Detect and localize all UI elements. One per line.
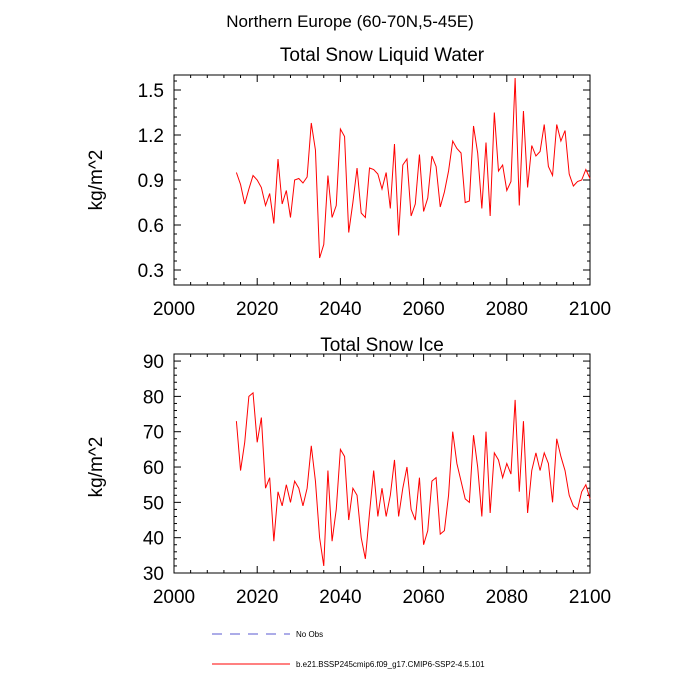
- panel-snow-ice: Total Snow Ice kg/m^2 2000 2020 2040 2060 20…: [86, 335, 611, 608]
- x-tick-label: 2020: [236, 587, 278, 608]
- legend-label-no-obs: No Obs: [296, 630, 323, 639]
- x-tick-label: 2060: [402, 299, 444, 320]
- data-series: [235, 77, 591, 259]
- y-tick-label: 0.3: [138, 261, 164, 282]
- plot-frame: [173, 353, 591, 574]
- y-tick-label: 0.9: [138, 171, 164, 192]
- legend-label-model-run: b.e21.BSSP245cmip6.f09_g17.CMIP6-SSP2-4.…: [296, 660, 485, 669]
- x-tick-label: 2080: [486, 299, 528, 320]
- x-tick-label: 2100: [569, 299, 611, 320]
- y-tick-label: 50: [143, 493, 164, 514]
- y-tick-label: 60: [143, 458, 164, 479]
- x-tick-label: 2040: [319, 587, 361, 608]
- series-line: [235, 77, 591, 259]
- x-tick-label: 2020: [236, 299, 278, 320]
- y-tick-label: 0.6: [138, 216, 164, 237]
- y-tick-labels: 30 40 50 60 70 80 90: [143, 352, 164, 585]
- data-series: [235, 391, 591, 567]
- y-tick-labels: 0.3 0.6 0.9 1.2 1.5: [138, 81, 164, 282]
- y-tick-label: 30: [143, 564, 164, 585]
- panel-snow-liquid-water: Total Snow Liquid Water kg/m^2 2000 2020 2…: [86, 45, 611, 320]
- y-axis-label: kg/m^2: [86, 437, 107, 498]
- axis-ticks: [173, 353, 591, 574]
- y-tick-label: 1.5: [138, 81, 164, 102]
- y-tick-label: 90: [143, 352, 164, 373]
- x-tick-labels: 2000 2020 2040 2060 2080 2100: [153, 587, 611, 608]
- series-line: [235, 391, 591, 567]
- x-tick-label: 2000: [153, 299, 195, 320]
- x-tick-label: 2060: [402, 587, 444, 608]
- chart-title: Total Snow Liquid Water: [280, 45, 485, 66]
- axis-ticks: [173, 75, 591, 285]
- y-axis-label: kg/m^2: [86, 150, 107, 211]
- figure-title: Northern Europe (60-70N,5-45E): [226, 12, 474, 31]
- y-tick-label: 70: [143, 423, 164, 444]
- chart-title: Total Snow Ice: [320, 335, 444, 356]
- legend: No Obs b.e21.BSSP245cmip6.f09_g17.CMIP6-…: [212, 630, 485, 669]
- x-tick-labels: 2000 2020 2040 2060 2080 2100: [153, 299, 611, 320]
- x-tick-label: 2100: [569, 587, 611, 608]
- x-tick-label: 2040: [319, 299, 361, 320]
- x-tick-label: 2000: [153, 587, 195, 608]
- y-tick-label: 80: [143, 387, 164, 408]
- y-tick-label: 1.2: [138, 126, 164, 147]
- x-tick-label: 2080: [486, 587, 528, 608]
- y-tick-label: 40: [143, 529, 164, 550]
